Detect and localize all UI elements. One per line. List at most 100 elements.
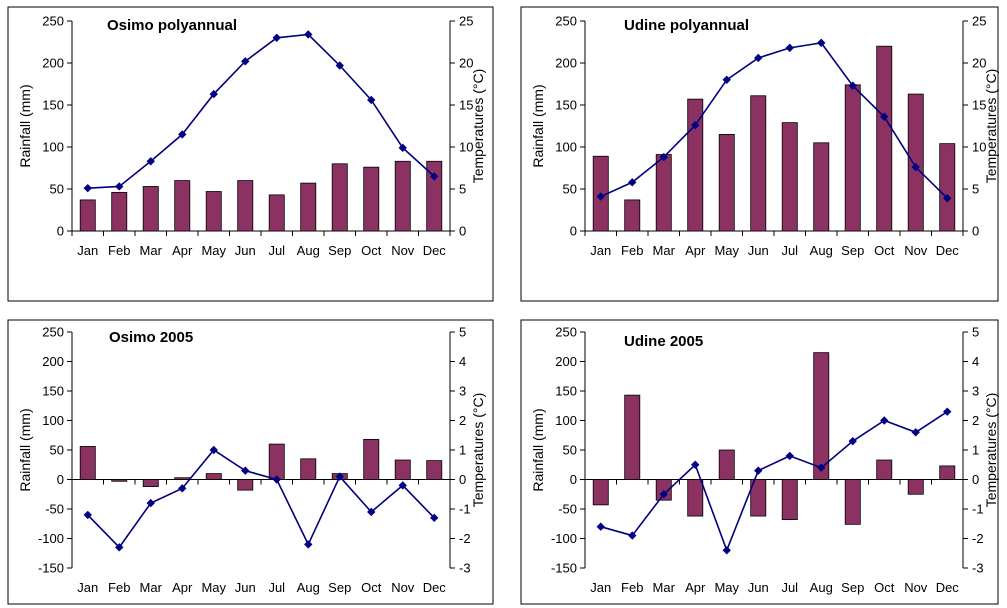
left-tick-label: 200 (42, 56, 64, 71)
x-tick-label: Nov (391, 580, 415, 595)
temperature-marker (785, 43, 794, 53)
x-tick-label: Mar (653, 580, 676, 595)
temperature-line (600, 410, 948, 553)
right-tick-label: -3 (459, 561, 471, 576)
right-tick-label: 1 (972, 443, 979, 458)
x-tick-label: Oct (361, 243, 382, 258)
temperature-marker (722, 75, 731, 84)
left-tick-label: 50 (563, 182, 577, 197)
x-tick-label: Jul (268, 580, 285, 595)
rainfall-bar (750, 95, 767, 232)
rainfall-bar (750, 479, 767, 517)
right-tick-label: 0 (972, 472, 979, 487)
rainfall-bar (79, 199, 96, 232)
right-tick-label: 5 (459, 182, 466, 197)
right-tick-label: 20 (972, 56, 986, 71)
temperature-marker (628, 531, 637, 540)
right-tick-label: -3 (972, 561, 984, 576)
x-tick-label: Aug (297, 243, 320, 258)
x-tick-label: Nov (904, 243, 928, 258)
right-tick-label: 10 (459, 140, 473, 155)
left-tick-label: 100 (42, 140, 64, 155)
chart-title: Udine 2005 (624, 333, 703, 350)
right-tick-label: 25 (972, 14, 986, 29)
x-tick-label: Dec (423, 243, 447, 258)
x-tick-label: Feb (621, 243, 643, 258)
temperature-marker (335, 472, 344, 481)
left-tick-label: -150 (38, 561, 64, 576)
temperature-marker (398, 143, 407, 153)
right-tick-label: 5 (459, 325, 466, 340)
rainfall-bar (426, 160, 443, 232)
right-tick-label: -1 (459, 502, 471, 517)
rainfall-bar (655, 479, 672, 501)
temperature-marker (398, 481, 407, 490)
x-tick-label: Oct (361, 580, 382, 595)
left-tick-label: 200 (42, 354, 64, 369)
rainfall-bar (300, 182, 317, 232)
right-tick-label: 2 (459, 413, 466, 428)
rainfall-bar (142, 186, 159, 232)
left-tick-label: 250 (42, 14, 64, 29)
x-tick-label: Jan (77, 243, 98, 258)
temperature-marker (785, 451, 794, 461)
temperature-marker (880, 416, 889, 425)
rainfall-bar (363, 438, 380, 480)
rainfall-bar (718, 449, 735, 480)
right-tick-label: 10 (972, 140, 986, 155)
rainfall-bar (394, 160, 411, 232)
left-tick-label: -150 (551, 561, 577, 576)
chart-panel: -150 -100 -50 0 50 100 150 200 250 -3 -2 -1 0 1 2 3 4 5 Ja… (520, 319, 999, 605)
x-tick-label: Dec (936, 243, 960, 258)
right-tick-label: -1 (972, 502, 984, 517)
left-tick-label: 0 (57, 224, 64, 239)
rainfall-bar (876, 45, 893, 232)
temperature-marker (943, 194, 952, 203)
rainfall-bar (237, 180, 254, 232)
left-tick-label: -50 (558, 502, 577, 517)
right-tick-label: 25 (459, 14, 473, 29)
right-tick-label: -2 (459, 531, 471, 546)
x-tick-label: Feb (108, 580, 130, 595)
temperature-marker (115, 543, 124, 552)
temperature-marker (880, 112, 889, 121)
chart-title: Osimo polyannual (107, 17, 237, 34)
temperature-marker (367, 507, 376, 517)
temperature-marker (83, 183, 92, 193)
temperature-marker (943, 407, 952, 416)
temperature-marker (367, 95, 376, 105)
right-axis-label: Temperatures (°C) (470, 393, 486, 508)
left-tick-label: 150 (42, 384, 64, 399)
x-tick-label: Jul (781, 580, 798, 595)
temperature-marker (817, 38, 826, 48)
rainfall-bar (655, 154, 672, 232)
temperature-marker (848, 81, 857, 90)
rainfall-bar (907, 479, 924, 495)
temperature-marker (911, 428, 920, 437)
right-tick-label: 0 (972, 224, 979, 239)
x-tick-label: Jul (268, 243, 285, 258)
right-tick-label: 0 (459, 224, 466, 239)
left-tick-label: 50 (563, 443, 577, 458)
left-tick-label: -50 (45, 502, 64, 517)
x-tick-label: Nov (391, 243, 415, 258)
rainfall-bar (813, 142, 830, 232)
left-tick-label: 0 (57, 472, 64, 487)
left-tick-label: 200 (555, 56, 577, 71)
right-tick-label: 15 (459, 98, 473, 113)
x-tick-label: Dec (936, 580, 960, 595)
x-tick-label: Aug (297, 580, 320, 595)
right-tick-label: 15 (972, 98, 986, 113)
right-tick-label: 4 (459, 354, 466, 369)
temperature-marker (209, 89, 218, 99)
x-tick-label: May (714, 580, 739, 595)
rainfall-bar (174, 477, 191, 480)
x-tick-label: Feb (621, 580, 643, 595)
rainfall-bar (331, 163, 348, 232)
right-tick-label: 0 (459, 472, 466, 487)
rainfall-bar (111, 479, 128, 482)
temperature-marker (335, 61, 344, 70)
x-tick-label: Jun (748, 580, 769, 595)
temperature-marker (272, 33, 281, 42)
rainfall-bar (205, 473, 222, 480)
